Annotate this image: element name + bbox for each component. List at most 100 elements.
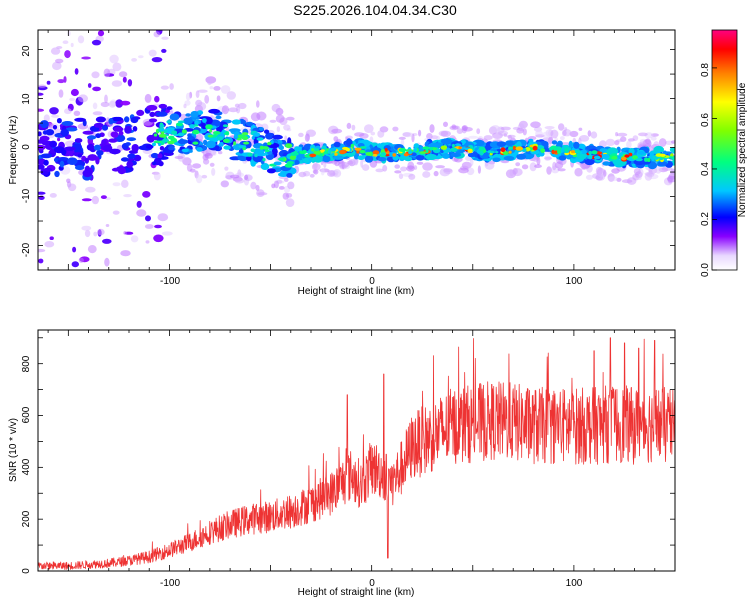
spectrogram-cell [568,140,573,149]
spectrogram-cell [131,144,139,152]
spectrogram-noise-cell [64,50,71,59]
spectrogram-cell [196,147,203,152]
spectrogram-peak-cell [398,148,407,152]
spectrogram-peak-cell [440,145,448,150]
spectrogram-cell [177,139,189,145]
spectrogram-noise-cell [616,132,628,137]
spectrogram-noise-cell [87,83,92,88]
spectrogram-cell [404,156,413,162]
colorbar-tick-02: 0.2 [700,212,711,226]
spectrogram-noise-cell [157,23,165,28]
spectrogram-cell [130,116,139,124]
spectrogram-noise-cell [287,181,295,190]
spectrogram-noise-cell [120,100,131,106]
spectrogram-peak-cell [502,151,509,156]
spectrogram-noise-cell [97,228,105,236]
bot-ytick-800: 800 [21,355,32,372]
spectrogram-noise-cell [130,235,139,243]
spectrogram-noise-cell [122,76,127,83]
spectrogram-cell [425,153,438,161]
spectrogram-noise-cell [422,171,431,178]
spectrogram-peak-cell [267,141,272,146]
spectrogram-peak-cell [345,147,350,152]
spectrogram-noise-cell [87,245,97,254]
spectrogram-peak-cell [425,148,429,154]
spectrogram-noise-cell [91,71,100,79]
spectrogram-cell [149,111,156,117]
spectrogram-noise-cell [579,135,590,142]
spectrogram-cell [333,141,341,148]
spectrogram-peak-cell [365,152,372,156]
spectrogram-noise-cell [92,102,98,110]
spectrogram-cell [364,155,374,163]
spectrogram-peak-cell [408,150,412,155]
colorbar-label: Normalized spectral amplitude [737,82,748,217]
spectrogram-peak-cell [621,156,627,161]
spectrogram-cell [157,153,163,159]
spectrogram-noise-cell [595,173,606,181]
spectrogram-noise-cell [304,133,310,142]
spectrogram-peak-cell [273,161,282,166]
spectrogram-peak-cell [285,145,290,148]
spectrogram-noise-cell [544,126,555,130]
spectrogram-noise-cell [244,174,249,181]
spectrogram-cell [264,129,270,134]
spectrogram-noise-cell [123,231,127,235]
spectrogram-noise-cell [521,164,529,170]
spectrogram-cell [77,153,83,158]
spectrogram-noise-cell [145,240,150,244]
colorbar-tick-0: 0.0 [700,263,711,277]
spectrogram-noise-cell [546,166,552,175]
spectrogram-cell [203,139,208,146]
spectrogram-noise-cell [255,184,260,191]
spectrogram-noise-cell [49,236,54,240]
spectrogram-noise-cell [552,161,557,171]
spectrogram-peak-cell [467,148,473,154]
spectrogram-noise-cell [560,136,565,141]
spectrogram-cell [155,111,168,117]
spectrogram-noise-cell [345,135,353,140]
spectrogram-noise-cell [38,92,44,96]
spectrogram-cell [61,121,74,126]
spectrogram-cell [442,153,450,159]
spectrogram-noise-cell [440,130,451,137]
spectrogram-noise-cell [535,129,543,138]
spectrogram-noise-cell [92,86,101,92]
spectrogram-peak-cell [601,154,609,158]
spectrogram-noise-cell [544,156,553,160]
spectrogram-noise-cell [574,167,583,177]
spectrogram-noise-cell [269,119,277,123]
spectrogram-cell [65,127,78,132]
spectrogram-noise-cell [398,173,404,180]
spectrogram-cell [93,122,104,128]
spectrogram-noise-cell [139,23,146,29]
spectrogram-noise-cell [256,189,265,198]
spectrogram-noise-cell [530,121,541,128]
spectrogram-peak-cell [264,149,270,152]
spectrogram-peak-cell [233,141,237,146]
spectrogram-noise-cell [458,167,469,174]
spectrogram-cell [599,148,607,153]
spectrogram-peak-cell [164,129,168,134]
spectrogram-noise-cell [351,124,356,131]
spectrogram-noise-cell [46,80,51,85]
spectrogram-cell [467,152,476,158]
spectrogram-cell [152,161,157,166]
spectrogram-peak-cell [153,133,158,137]
spectrogram-noise-cell [557,168,566,172]
spectrogram-noise-cell [49,193,57,198]
spectrogram-noise-cell [360,159,364,168]
spectrogram-cell [265,132,274,140]
spectrogram-noise-cell [394,164,401,169]
top-ytick-neg20: -20 [21,242,32,257]
spectrogram-peak-cell [181,129,187,134]
spectrogram-cell [148,118,158,123]
spectrogram-cell [45,129,55,136]
spectrogram-noise-cell [85,186,96,193]
spectrogram-noise-cell [185,92,191,101]
spectrogram-peak-cell [205,124,213,130]
spectrogram-peak-cell [162,138,170,143]
spectrogram-cell [516,153,527,160]
spectrogram-noise-cell [633,168,641,175]
spectrogram-noise-cell [209,86,214,90]
